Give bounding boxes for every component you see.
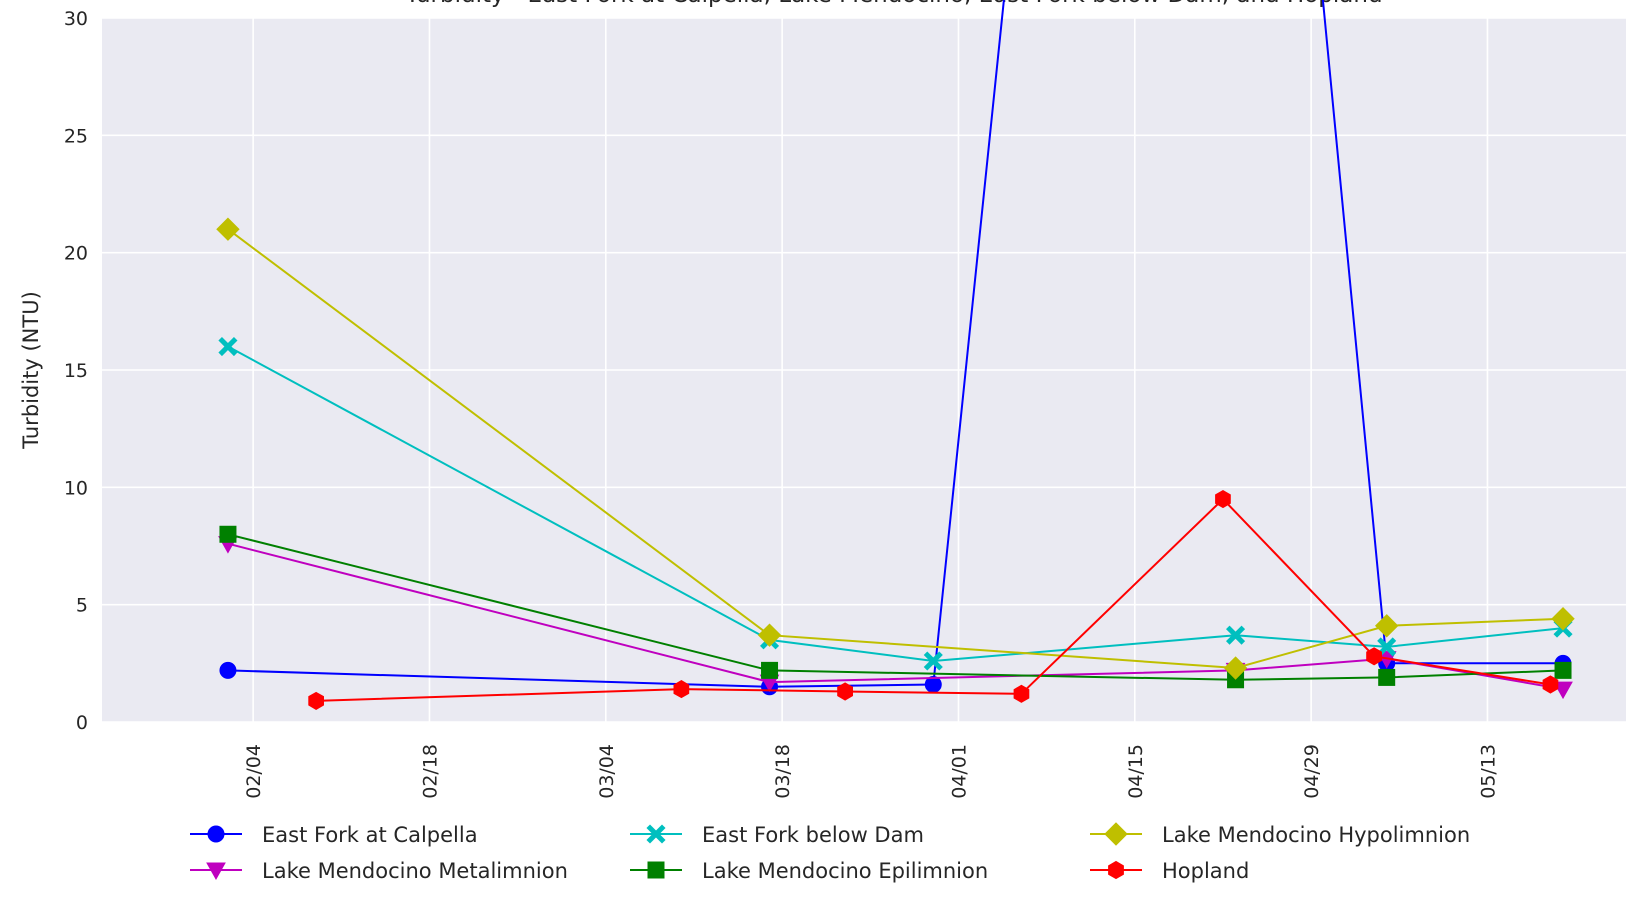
- data-point: [761, 661, 779, 679]
- y-tick-label: 5: [76, 595, 88, 617]
- legend: East Fork at Calpella Lake Mendocino Meta…: [190, 822, 1470, 883]
- x-tick-label: 03/18: [772, 744, 794, 799]
- y-tick-label: 15: [64, 360, 88, 382]
- data-point: [218, 336, 238, 357]
- legend-label: Lake Mendocino Hypolimnion: [1162, 823, 1470, 847]
- data-point: [1223, 656, 1248, 680]
- x-tick-label: 04/01: [948, 744, 970, 799]
- x-tick-label: 03/04: [596, 744, 618, 799]
- legend-marker: [647, 861, 665, 879]
- data-point: [1551, 607, 1575, 631]
- series-hopland: [308, 490, 1559, 710]
- legend-item: Lake Mendocino Epilimnion: [630, 859, 988, 883]
- grid-lines: [102, 17, 1626, 723]
- legend-item: Hopland: [1090, 859, 1249, 883]
- data-point: [1378, 668, 1396, 686]
- y-tick-label: 20: [64, 243, 88, 265]
- y-axis-ticks: 0 5 10 15 20 25 30: [64, 8, 88, 734]
- data-point: [837, 682, 853, 701]
- series-line: [227, 345, 1564, 663]
- x-tick-label: 05/13: [1477, 744, 1499, 799]
- series-lake-mendocino-hypolimnion: [216, 217, 1575, 680]
- legend-label: Hopland: [1162, 859, 1249, 883]
- legend-item: East Fork below Dam: [630, 823, 924, 847]
- legend-marker: [206, 862, 226, 881]
- data-point: [1542, 675, 1559, 694]
- legend-marker: [1108, 860, 1124, 880]
- data-point: [308, 691, 324, 710]
- y-tick-label: 30: [64, 8, 88, 30]
- data-point: [1366, 647, 1382, 666]
- y-tick-label: 10: [64, 477, 88, 499]
- x-tick-label: 02/04: [243, 744, 265, 799]
- legend-label: Lake Mendocino Metalimnion: [262, 859, 568, 883]
- legend-marker: [207, 825, 225, 843]
- data-point: [219, 661, 237, 679]
- y-tick-label: 0: [76, 712, 88, 734]
- data-point: [673, 680, 690, 699]
- data-point: [1374, 614, 1399, 638]
- legend-item: East Fork at Calpella: [190, 823, 478, 847]
- data-point: [216, 217, 240, 241]
- y-axis-label: Turbidity (NTU): [19, 291, 43, 450]
- legend-marker: [646, 824, 666, 844]
- series-lake-mendocino-epilimnion: [219, 525, 1572, 689]
- legend-label: East Fork below Dam: [702, 823, 924, 847]
- data-point: [1553, 681, 1573, 700]
- data-point: [1226, 625, 1246, 645]
- chart-title: Turbidity - East Fork at Calpella, Lake …: [404, 0, 1382, 8]
- legend-item: Lake Mendocino Hypolimnion: [1090, 822, 1470, 847]
- data-point: [1215, 490, 1231, 509]
- data-point: [923, 651, 943, 671]
- legend-label: East Fork at Calpella: [262, 823, 478, 847]
- data-point: [219, 525, 237, 543]
- legend-marker: [1104, 822, 1128, 846]
- legend-label: Lake Mendocino Epilimnion: [702, 859, 988, 883]
- data-point: [1013, 684, 1030, 703]
- y-tick-label: 25: [64, 125, 88, 147]
- data-point: [757, 623, 782, 647]
- data-point: [1554, 661, 1572, 679]
- x-axis-ticks: 02/04 02/18 03/04 03/18 04/01 04/15 04/29 05/13: [243, 744, 1499, 799]
- data-point: [1377, 637, 1397, 657]
- series-layer: [216, 0, 1575, 710]
- x-tick-label: 04/15: [1125, 744, 1147, 799]
- x-tick-label: 02/18: [419, 744, 441, 799]
- x-tick-label: 04/29: [1301, 744, 1323, 799]
- legend-item: Lake Mendocino Metalimnion: [190, 859, 568, 883]
